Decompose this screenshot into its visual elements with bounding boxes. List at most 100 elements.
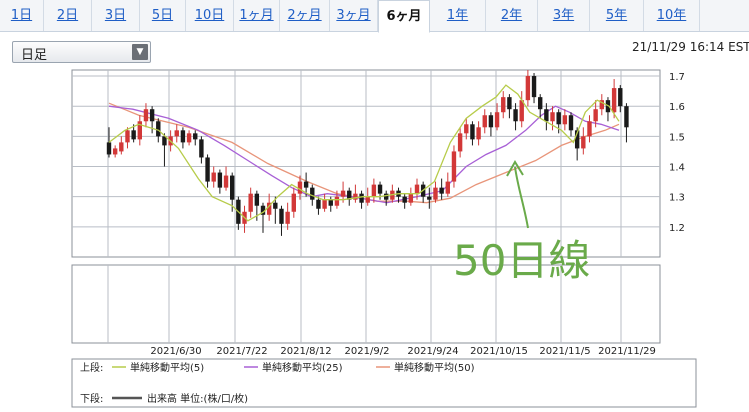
candle-75	[568, 112, 574, 137]
candle-body	[131, 130, 136, 140]
tab-8[interactable]: 6ヶ月	[378, 0, 430, 33]
candle-59	[470, 121, 475, 146]
candle-body	[482, 115, 487, 128]
candle-17	[211, 166, 216, 188]
tab-9[interactable]: 1年	[430, 0, 486, 31]
candle-body	[507, 97, 512, 110]
ytick-label-3: 1.5	[669, 132, 685, 143]
candle-body	[125, 130, 130, 143]
candle-6	[143, 103, 149, 128]
candle-62	[488, 112, 494, 137]
candle-body	[137, 121, 142, 140]
candle-body	[525, 76, 531, 101]
candle-body	[427, 196, 432, 200]
tab-12[interactable]: 5年	[590, 0, 644, 31]
xtick-label-1: 2021/7/22	[216, 346, 267, 357]
tab-10[interactable]: 2年	[486, 0, 538, 31]
ma25-line	[108, 105, 620, 204]
candle-body	[119, 142, 124, 152]
candle-body	[451, 151, 457, 182]
xtick-label-7: 2021/11/29	[598, 346, 656, 357]
tab-1[interactable]: 2日	[44, 0, 92, 31]
candle-54	[439, 178, 444, 200]
legend-item-1: 単純移動平均(25)	[262, 361, 343, 374]
candle-body	[310, 187, 315, 200]
candle-25	[260, 202, 266, 233]
candle-15	[199, 136, 204, 164]
candle-body	[513, 109, 518, 122]
candle-body	[488, 115, 494, 128]
candle-body	[273, 202, 278, 209]
candle-body	[587, 121, 592, 137]
candle-body	[408, 193, 414, 203]
tab-6[interactable]: 2ヶ月	[280, 0, 330, 31]
candle-body	[347, 190, 352, 200]
candle-5	[137, 115, 142, 146]
candle-body	[377, 184, 383, 194]
candle-65	[507, 94, 512, 119]
candle-2	[119, 136, 124, 155]
tab-2[interactable]: 3日	[92, 0, 140, 31]
tab-11[interactable]: 3年	[538, 0, 590, 31]
tab-3[interactable]: 5日	[140, 0, 186, 31]
candle-body	[476, 127, 481, 140]
candle-body	[470, 124, 475, 140]
tab-4[interactable]: 10日	[186, 0, 234, 31]
candle-18	[217, 169, 223, 194]
candle-body	[574, 130, 580, 149]
legend-upper-label: 上段:	[80, 361, 103, 374]
candle-82	[611, 79, 617, 119]
tab-13[interactable]: 10年	[644, 0, 700, 31]
candle-body	[211, 172, 216, 182]
candle-29	[285, 202, 290, 230]
candle-55	[445, 172, 450, 197]
candle-body	[260, 205, 266, 215]
candle-body	[223, 175, 229, 188]
candle-45	[384, 190, 389, 206]
candle-body	[180, 130, 186, 143]
tab-5[interactable]: 1ヶ月	[234, 0, 280, 31]
tab-0[interactable]: 1日	[0, 0, 44, 31]
ytick-label-4: 1.6	[669, 102, 685, 113]
candle-16	[205, 154, 210, 188]
candle-13	[186, 130, 192, 146]
ytick-label-5: 1.7	[669, 72, 685, 83]
period-select[interactable]: 日足 ▼	[12, 41, 151, 63]
candle-body	[112, 148, 118, 155]
period-select-value: 日足	[21, 48, 48, 63]
candle-body	[230, 175, 235, 200]
candle-body	[359, 193, 364, 203]
candle-body	[328, 199, 333, 206]
candle-body	[316, 199, 321, 209]
candle-60	[476, 121, 481, 146]
xtick-label-0: 2021/6/30	[150, 346, 201, 357]
candle-body	[303, 181, 309, 188]
candle-23	[248, 187, 253, 218]
tab-7[interactable]: 3ヶ月	[330, 0, 378, 31]
candle-4	[131, 124, 136, 143]
candle-72	[550, 106, 555, 131]
candle-53	[433, 181, 438, 203]
candle-body	[149, 109, 155, 122]
candle-body	[106, 142, 112, 155]
candle-67	[519, 91, 524, 128]
candle-body	[156, 121, 161, 137]
candle-body	[248, 193, 253, 212]
candle-body	[457, 133, 463, 152]
timestamp: 21/11/29 16:14 EST	[632, 40, 749, 54]
candle-body	[199, 139, 204, 158]
candle-31	[297, 175, 303, 200]
candle-body	[562, 115, 568, 125]
candle-body	[544, 109, 549, 122]
candle-body	[550, 112, 555, 122]
candle-body	[285, 211, 290, 224]
candle-56	[451, 145, 457, 188]
candle-body	[162, 136, 167, 146]
candle-body	[531, 76, 537, 98]
candle-body	[439, 187, 444, 194]
candle-body	[402, 196, 407, 203]
annotation-arrow	[514, 166, 529, 229]
candle-body	[186, 133, 192, 143]
candle-body	[556, 112, 561, 125]
candle-body	[445, 181, 450, 194]
